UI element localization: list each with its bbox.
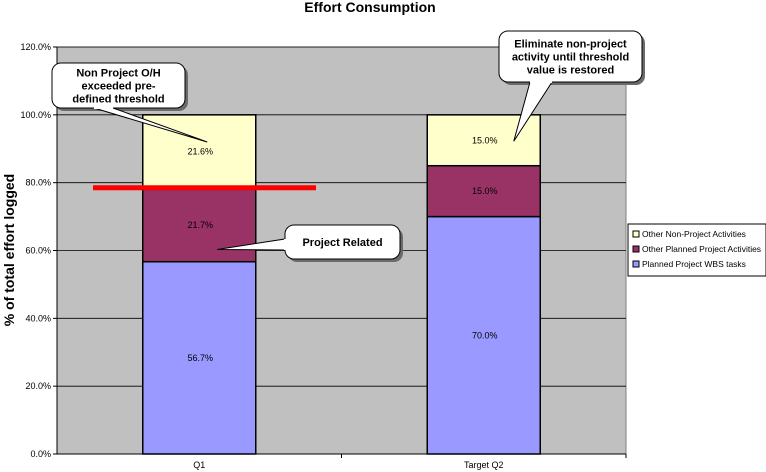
legend-label: Other Non-Project Activities <box>642 229 746 239</box>
legend-swatch <box>632 245 640 253</box>
y-tick-label: 0.0% <box>30 449 51 459</box>
data-label: 15.0% <box>472 135 498 145</box>
data-label: 15.0% <box>472 186 498 196</box>
y-tick-label: 120.0% <box>20 42 51 52</box>
callout-text: Project Related <box>302 237 382 249</box>
data-label: 56.7% <box>187 353 213 363</box>
callout-text: defined threshold <box>72 94 164 106</box>
y-axis-label: % of total effort logged <box>1 174 17 326</box>
bar-segment <box>142 260 257 455</box>
legend-swatch <box>632 230 640 238</box>
callout-text: Non Project O/H <box>76 68 160 80</box>
callout-text: activity until threshold <box>512 52 629 64</box>
callout-project-related: Project Related <box>217 224 403 262</box>
x-tick-label: Target Q2 <box>464 460 504 470</box>
legend-box <box>627 223 766 277</box>
callout-box <box>51 62 186 109</box>
bar-segment <box>142 114 257 189</box>
bar-segment <box>426 215 541 455</box>
legend-label: Other Planned Project Activities <box>642 244 761 254</box>
legend: Other Non-Project Activities Other Planne… <box>627 223 766 277</box>
x-tick-label: Q1 <box>193 460 205 470</box>
data-label: 21.6% <box>187 146 213 156</box>
y-tick-label: 20.0% <box>25 381 51 391</box>
callout-box <box>498 30 643 83</box>
bar-segment <box>426 164 541 218</box>
legend-swatch <box>632 260 640 268</box>
y-tick-label: 100.0% <box>20 110 51 120</box>
data-label: 21.7% <box>187 220 213 230</box>
callout-text: value is restored <box>527 65 614 77</box>
y-tick-label: 40.0% <box>25 313 51 323</box>
y-tick-label: 60.0% <box>25 246 51 256</box>
data-label: 70.0% <box>472 330 498 340</box>
callout-text: exceeded pre- <box>82 81 156 93</box>
legend-label: Planned Project WBS tasks <box>642 259 746 269</box>
callout-text: Eliminate non-project <box>514 39 627 51</box>
y-tick-label: 80.0% <box>25 178 51 188</box>
chart-title: Effort Consumption <box>304 0 435 15</box>
